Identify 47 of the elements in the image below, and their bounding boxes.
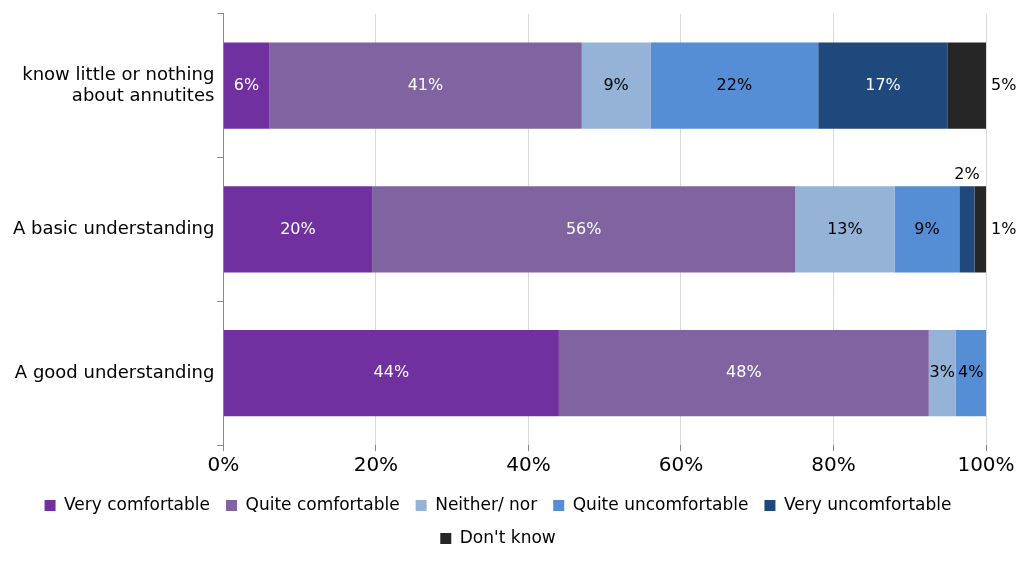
x-tick-label: 20% — [353, 452, 399, 477]
bar — [959, 186, 975, 273]
bar — [223, 186, 373, 273]
legend-label: Don't know — [459, 526, 556, 547]
data-label: 48% — [726, 362, 762, 382]
bar — [581, 42, 651, 129]
bar — [558, 330, 929, 417]
bar — [928, 330, 956, 417]
x-tick-label: 80% — [811, 452, 856, 477]
y-tick-label: A good understanding — [14, 360, 215, 382]
data-label: 3% — [929, 362, 955, 382]
data-label: 9% — [603, 74, 629, 94]
data-label: 22% — [716, 74, 753, 94]
x-tick-label: 40% — [506, 452, 551, 477]
bar — [947, 42, 986, 129]
bar — [223, 42, 270, 129]
data-label: 1% — [991, 218, 1017, 238]
data-label: 17% — [865, 74, 901, 94]
data-label: 56% — [565, 218, 602, 238]
bar — [974, 186, 986, 273]
data-label: 9% — [914, 218, 940, 238]
x-tick-label: 0% — [207, 452, 240, 477]
data-label: 6% — [233, 74, 260, 94]
legend-label: Very comfortable — [64, 493, 211, 514]
data-label: 13% — [827, 218, 863, 238]
bar — [955, 330, 986, 417]
x-tick-label: 60% — [658, 452, 704, 477]
data-label: 41% — [407, 74, 444, 94]
legend-label: Quite comfortable — [245, 493, 400, 514]
bar — [269, 42, 582, 129]
legend-label: Very uncomfortable — [783, 493, 952, 514]
data-label: 2% — [954, 164, 980, 184]
bar — [650, 42, 819, 129]
data-label: 4% — [958, 362, 984, 382]
y-tick-label: A basic understanding — [13, 217, 215, 239]
bar — [223, 330, 559, 417]
legend-label: Quite uncomfortable — [572, 493, 749, 514]
bar — [372, 186, 796, 273]
y-tick-label: know little or nothing about annutites — [22, 62, 215, 106]
data-label: 44% — [373, 362, 410, 382]
legend-label: Neither/ nor — [435, 493, 538, 514]
bar — [818, 42, 948, 129]
data-label: 5% — [991, 74, 1017, 94]
data-label: 20% — [280, 218, 316, 238]
bar — [795, 186, 895, 273]
bar — [894, 186, 960, 273]
x-tick-label: 100% — [957, 452, 1015, 477]
